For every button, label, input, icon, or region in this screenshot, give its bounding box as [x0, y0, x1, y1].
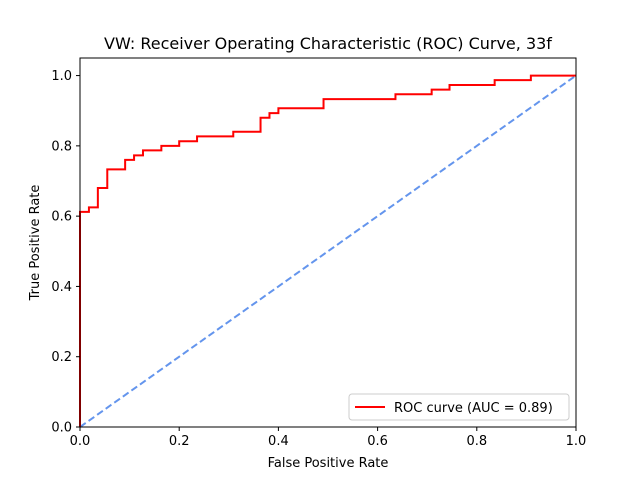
x-axis: 0.0 0.2 0.4 0.6 0.8 1.0 — [70, 427, 587, 449]
y-axis-label: True Positive Rate — [28, 185, 43, 302]
plot-series-layer — [79, 74, 577, 428]
y-tick-label: 0.2 — [51, 350, 72, 365]
x-tick-label: 1.0 — [566, 434, 587, 449]
x-tick-label: 0.0 — [70, 434, 91, 449]
roc-curve-line — [79, 74, 576, 427]
chart-title: VW: Receiver Operating Characteristic (R… — [104, 34, 552, 53]
x-tick-label: 0.4 — [268, 434, 289, 449]
legend-label-roc: ROC curve (AUC = 0.89) — [394, 401, 553, 416]
y-tick-label: 0.8 — [51, 139, 72, 154]
x-axis-label: False Positive Rate — [268, 456, 389, 471]
legend: ROC curve (AUC = 0.89) — [348, 393, 570, 421]
plot-frame — [79, 57, 577, 428]
legend-box — [348, 393, 570, 421]
y-axis: 0.0 0.2 0.4 0.6 0.8 1.0 — [51, 69, 80, 436]
y-tick-label: 1.0 — [51, 69, 72, 84]
x-tick-label: 0.6 — [367, 434, 388, 449]
chance-diagonal-line — [79, 74, 577, 428]
y-tick-label: 0.0 — [51, 421, 72, 436]
x-tick-label: 0.8 — [466, 434, 487, 449]
y-tick-label: 0.6 — [51, 210, 72, 225]
x-tick-label: 0.2 — [169, 434, 190, 449]
y-tick-label: 0.4 — [51, 280, 72, 295]
